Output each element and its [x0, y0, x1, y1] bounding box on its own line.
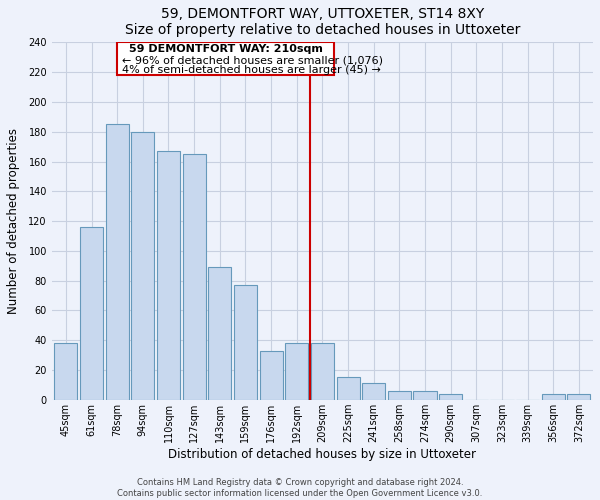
- X-axis label: Distribution of detached houses by size in Uttoxeter: Distribution of detached houses by size …: [169, 448, 476, 460]
- Bar: [157, 151, 180, 400]
- Bar: [55, 343, 77, 400]
- Text: 59 DEMONTFORT WAY: 210sqm: 59 DEMONTFORT WAY: 210sqm: [128, 44, 323, 54]
- Bar: [311, 343, 334, 400]
- Bar: [106, 124, 129, 400]
- Bar: [182, 154, 206, 400]
- Text: 4% of semi-detached houses are larger (45) →: 4% of semi-detached houses are larger (4…: [122, 65, 381, 75]
- Bar: [542, 394, 565, 400]
- FancyBboxPatch shape: [117, 42, 334, 75]
- Bar: [388, 391, 411, 400]
- Bar: [234, 285, 257, 400]
- Title: 59, DEMONTFORT WAY, UTTOXETER, ST14 8XY
Size of property relative to detached ho: 59, DEMONTFORT WAY, UTTOXETER, ST14 8XY …: [125, 7, 520, 37]
- Bar: [362, 384, 385, 400]
- Y-axis label: Number of detached properties: Number of detached properties: [7, 128, 20, 314]
- Bar: [208, 267, 232, 400]
- Bar: [285, 343, 308, 400]
- Text: ← 96% of detached houses are smaller (1,076): ← 96% of detached houses are smaller (1,…: [122, 56, 383, 66]
- Bar: [413, 391, 437, 400]
- Bar: [260, 350, 283, 400]
- Bar: [131, 132, 154, 400]
- Bar: [80, 227, 103, 400]
- Bar: [439, 394, 462, 400]
- Text: Contains HM Land Registry data © Crown copyright and database right 2024.
Contai: Contains HM Land Registry data © Crown c…: [118, 478, 482, 498]
- Bar: [337, 378, 359, 400]
- Bar: [568, 394, 590, 400]
